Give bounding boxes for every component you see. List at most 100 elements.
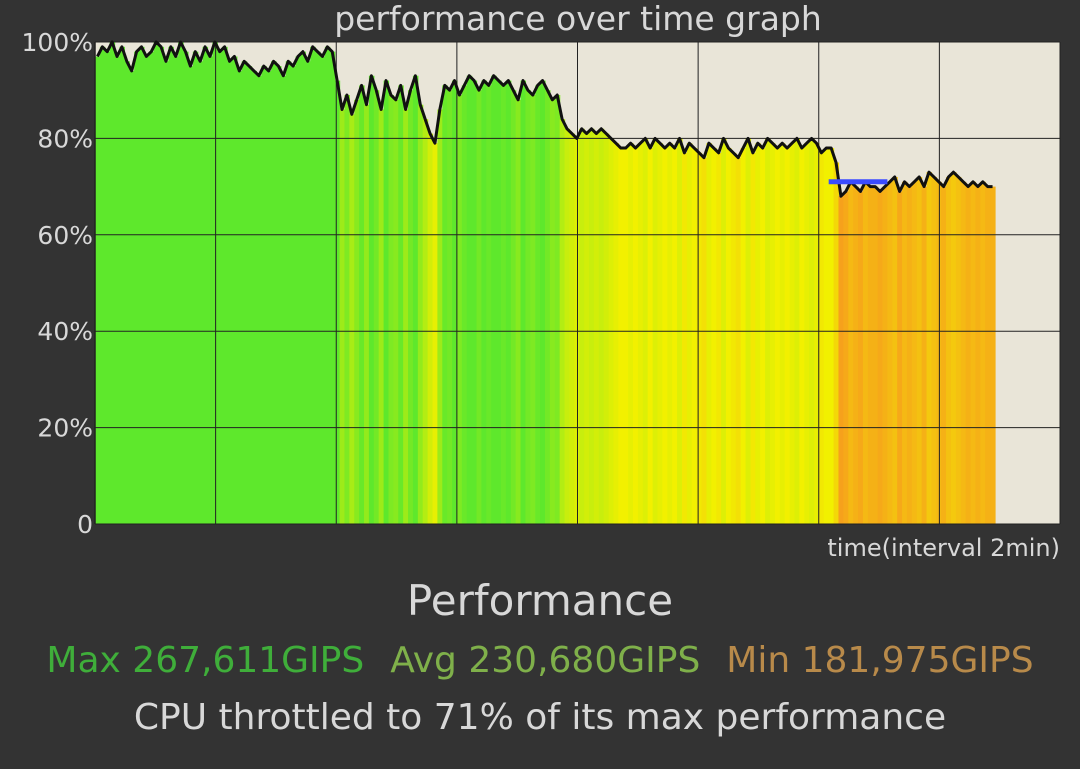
performance-bar (770, 143, 776, 524)
performance-bar (280, 75, 287, 525)
performance-bar (124, 61, 130, 524)
performance-bar (173, 56, 179, 525)
performance-bar (510, 90, 517, 524)
performance-bar (828, 148, 835, 525)
performance-bar (207, 56, 213, 525)
performance-bar (833, 162, 840, 524)
performance-bar (378, 109, 385, 524)
performance-bar (408, 90, 414, 524)
performance-bar (388, 95, 394, 525)
throttle-message: CPU throttled to 71% of its max performa… (133, 697, 947, 738)
performance-bar (716, 152, 722, 525)
performance-bar (598, 128, 605, 524)
performance-bar (549, 99, 556, 524)
performance-bar (505, 80, 512, 524)
performance-bar (603, 133, 610, 524)
performance-bar (946, 176, 952, 524)
performance-line (96, 40, 993, 198)
performance-bar (129, 70, 135, 525)
performance-bar (554, 95, 561, 525)
performance-bar (471, 80, 478, 524)
performance-bar (911, 181, 918, 524)
performance-bar (686, 143, 693, 524)
performance-bar (725, 148, 732, 525)
performance-bar (99, 46, 106, 524)
performance-bar (359, 85, 365, 524)
performance-bar (427, 133, 434, 524)
performance-bar (305, 61, 311, 524)
performance-bar (354, 99, 360, 524)
max-stat: Max 267,611GIPS (46, 640, 365, 681)
performance-bar (261, 66, 267, 524)
performance-bar (139, 46, 145, 524)
performance-bar (706, 143, 712, 524)
performance-bar (183, 51, 189, 524)
performance-bar (481, 80, 487, 524)
y-tick-label: 20% (37, 414, 93, 443)
performance-bar (545, 90, 551, 524)
performance-bar (887, 181, 893, 524)
performance-bar (916, 176, 923, 524)
performance-bar (579, 128, 585, 524)
performance-bar (970, 181, 977, 524)
y-tick-label: 40% (37, 317, 93, 346)
performance-bar (153, 42, 160, 524)
performance-bar (320, 56, 326, 525)
performance-bar (246, 66, 253, 524)
performance-bar (730, 152, 737, 525)
performance-bar (637, 143, 644, 524)
performance-bar (760, 148, 766, 525)
performance-bar (530, 95, 536, 525)
performance-bar (398, 85, 404, 524)
performance-bar (403, 109, 409, 524)
performance-bar (476, 90, 483, 524)
performance-bar (965, 186, 972, 524)
performance-bar (897, 191, 903, 525)
performance-bar (960, 181, 967, 524)
performance-bar (148, 51, 155, 524)
performance-bar (295, 56, 302, 525)
performance-bar (931, 176, 937, 524)
performance-bar (368, 75, 375, 525)
performance-bar (383, 80, 390, 524)
performance-bar (681, 152, 688, 525)
performance-bar (432, 143, 438, 524)
performance-bar (310, 46, 316, 524)
performance-bar (921, 186, 928, 524)
performance-bar (241, 61, 248, 524)
x-axis-label: time(interval 2min) (827, 534, 1060, 560)
y-tick-label: 60% (37, 221, 93, 250)
y-axis-ticks: 0 20% 40% 60% 80% 100% (22, 28, 93, 539)
performance-bar (799, 148, 805, 525)
performance-bar (520, 80, 527, 524)
performance-bar (902, 181, 908, 524)
performance-bar (109, 42, 116, 524)
performance-bar (158, 46, 165, 524)
performance-bar (251, 70, 258, 525)
performance-bar (564, 128, 571, 524)
performance-bar (858, 191, 864, 525)
performance-bar (456, 95, 463, 525)
performance-bar (618, 148, 624, 525)
performance-bar (740, 148, 747, 525)
performance-bar (535, 85, 541, 524)
performance-bar (955, 176, 962, 524)
performance-bar (867, 186, 874, 524)
performance-bar (486, 85, 492, 524)
performance-bar (275, 66, 282, 524)
performance-bar (540, 80, 546, 524)
performance-bar (814, 143, 820, 524)
y-tick-label: 0 (77, 510, 93, 539)
performance-bar (466, 75, 473, 525)
performance-bar (906, 186, 913, 524)
performance-bar (452, 80, 458, 524)
performance-bar (393, 99, 399, 524)
performance-bar (349, 114, 355, 525)
performance-bar (422, 119, 429, 525)
performance-bar (437, 109, 443, 524)
performance-bar (975, 186, 981, 524)
section-title: Performance (406, 576, 674, 625)
performance-bar (187, 66, 194, 524)
performance-bar (848, 181, 854, 524)
performance-bar (271, 61, 277, 524)
